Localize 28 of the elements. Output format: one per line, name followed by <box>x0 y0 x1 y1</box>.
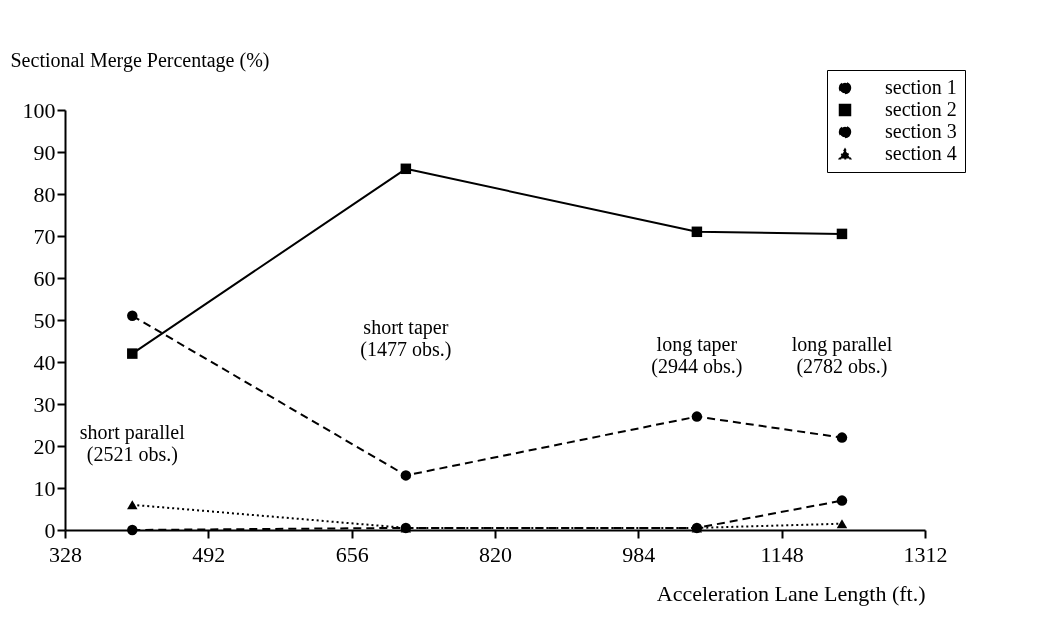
y-tick-label: 100 <box>22 97 56 123</box>
x-tick-label: 1148 <box>760 541 804 567</box>
y-tick-label: 10 <box>33 475 56 501</box>
x-tick-label: 984 <box>622 541 656 567</box>
y-tick-label: 0 <box>44 517 56 543</box>
x-tick-label: 328 <box>49 541 82 567</box>
y-tick-label: 30 <box>33 391 56 417</box>
y-tick-label: 90 <box>33 139 56 165</box>
y-tick-label: 70 <box>33 223 56 249</box>
y-tick-label: 80 <box>33 181 56 207</box>
y-axis-title: Sectional Merge Percentage (%) <box>10 48 270 72</box>
annotation: long parallel (2782 obs.) <box>791 333 893 379</box>
y-tick-label: 20 <box>33 433 56 459</box>
legend-label: section 4 <box>885 142 957 164</box>
x-tick-label: 656 <box>335 541 369 567</box>
legend-label: section 3 <box>885 120 957 142</box>
x-tick-label: 1312 <box>903 541 948 567</box>
y-tick-label: 50 <box>33 307 56 333</box>
annotation: short parallel (2521 obs.) <box>79 421 186 467</box>
x-tick-label: 492 <box>192 541 226 567</box>
x-tick-label: 820 <box>479 541 512 567</box>
x-axis-title: Acceleration Lane Length (ft.) <box>656 580 926 606</box>
annotation: long taper (2944 obs.) <box>651 333 743 379</box>
y-tick-label: 60 <box>33 265 56 291</box>
legend-label: section 2 <box>885 98 957 120</box>
legend-label: section 1 <box>885 76 957 98</box>
annotation: short taper (1477 obs.) <box>360 316 452 362</box>
y-tick-label: 40 <box>33 349 56 375</box>
